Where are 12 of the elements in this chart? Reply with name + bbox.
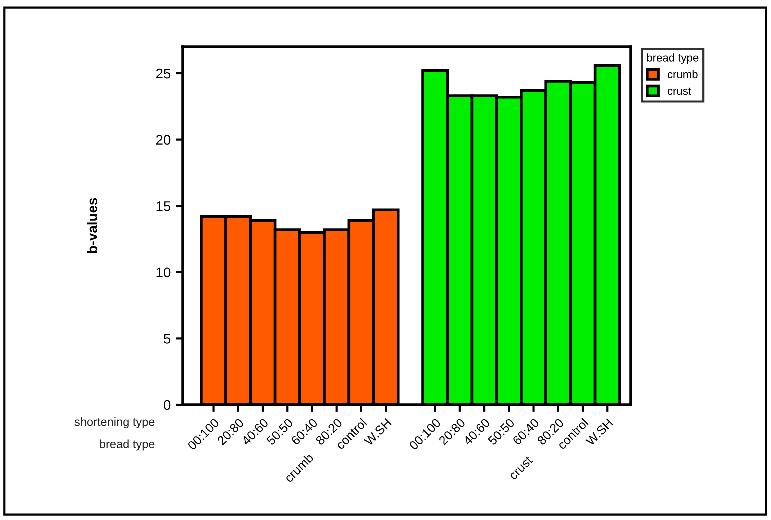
- text: bread type: [100, 440, 155, 451]
- text: shortening type: [74, 418, 155, 429]
- y-tick-label: 15: [156, 202, 171, 212]
- y-tick-label: 20: [156, 135, 171, 145]
- y-tick-label: 25: [156, 68, 171, 79]
- legend-label: crumb: [668, 70, 698, 78]
- y-tick-label: 10: [156, 268, 171, 278]
- legend-title: bread type: [647, 54, 699, 64]
- y-axis-title: b-values: [87, 198, 98, 254]
- y-tick-label: 0: [164, 400, 171, 410]
- legend-label: crust: [668, 88, 692, 96]
- y-tick-label: 5: [164, 334, 171, 344]
